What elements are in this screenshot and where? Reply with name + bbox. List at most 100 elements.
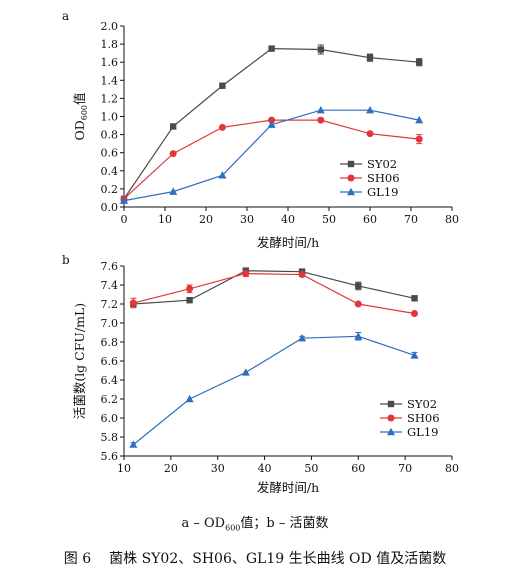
panel-a-y-tick-label: 0.2 (101, 183, 119, 196)
panel-a-x-tick-label: 40 (281, 213, 295, 226)
panel-a-legend-sy02-swatch-marker (347, 160, 355, 168)
panel-b-series-gl19-point (129, 440, 138, 448)
panel-a-letter: a (62, 9, 69, 23)
panel-b-x-tick-label: 10 (117, 462, 131, 475)
panel-b-series-sh06-point (129, 299, 137, 307)
panel-a-x-tick-label: 30 (240, 213, 254, 226)
panel-a-x-tick-label: 10 (158, 213, 172, 226)
panel-a-y-tick-label: 1.2 (101, 92, 119, 105)
panel-b-series-gl19-point (241, 368, 250, 376)
subcaption-a-suffix: 值；b – 活菌数 (240, 516, 329, 531)
panel-a-series-sy02-point (366, 54, 374, 61)
panel-b-series-sy02-point (411, 295, 418, 302)
panel-a-series-gl19-point (415, 115, 424, 124)
panel-b-y-tick-label: 7.0 (101, 317, 119, 330)
panel-b-x-tick-label: 70 (398, 462, 412, 475)
panel-b-letter: b (62, 253, 70, 267)
panel-a-y-tick-label: 0.0 (101, 201, 119, 214)
panel-a-y-tick-label: 1.4 (101, 74, 119, 87)
subcaption-a-subscript: 600 (225, 523, 241, 533)
panel-b-x-tick-label: 80 (445, 462, 459, 475)
panel-b-x-tick-label: 50 (304, 462, 318, 475)
panel-a-series-sh06-point (317, 116, 325, 124)
panel-b-series-sh06-point (354, 300, 362, 308)
panel-b-legend-sh06-swatch-marker (387, 414, 395, 422)
panel-b-series-sy02-point (186, 297, 193, 304)
panel-b-series-gl19-point (354, 332, 363, 340)
panel-a-series-sh06-point (218, 123, 226, 131)
panel-a-series-sy02-point (170, 123, 177, 130)
panel-a-legend-sh06-swatch-marker (347, 174, 355, 182)
panel-b-series-sh06-line (133, 272, 415, 315)
panel-b-series-gl19-point (185, 394, 194, 403)
panel-a-series-sh06-point (366, 130, 374, 138)
panel-b-series-gl19-line (132, 335, 415, 446)
panel-b-chart: b 10 20 30 40 50 60 70 80 5.6 5.8 6.0 6.2 6.4 6.6 6.8 7.… (62, 253, 459, 495)
panel-a-series-sy02-point (268, 45, 275, 52)
panel-b-series-sh06-point (242, 270, 250, 278)
panel-b-series-gl19 (129, 332, 419, 448)
panel-b-x-tick-label: 20 (164, 462, 178, 475)
panel-a-x-tick-label: 60 (363, 213, 377, 226)
panel-a-series-gl19-point (218, 171, 227, 179)
panel-b-y-tick-label: 6.4 (101, 374, 119, 387)
panel-a-x-tick-label: 50 (322, 213, 336, 226)
panel-a-series-gl19-point (120, 196, 128, 204)
panel-a-y-tick-label: 2.0 (101, 20, 119, 33)
panel-b-series-sy02-point (355, 282, 362, 290)
panel-a-series-sh06-point (169, 150, 177, 158)
panel-b-x-axis-title: 发酵时间/h (257, 480, 319, 495)
panel-b-x-tick-label: 30 (211, 462, 225, 475)
panel-b-legend-sy02-swatch-marker (387, 400, 395, 408)
panel-b-legend-sh06-label: SH06 (407, 411, 440, 425)
panel-b-y-tick-label: 5.6 (101, 450, 119, 463)
panel-b-series-sh06-point (186, 285, 194, 293)
panel-a-legend-gl19-label: GL19 (367, 185, 398, 199)
panel-a-series-sh06-point (268, 116, 276, 124)
panel-a-series-gl19-point (316, 105, 325, 114)
panel-b-x-tick-label: 40 (258, 462, 272, 475)
panel-b-legend-gl19-swatch-marker (387, 427, 395, 436)
panel-b-x-tick-label: 60 (351, 462, 365, 475)
panel-b-series-gl19-point (410, 351, 419, 359)
panel-b-y-tick-label: 7.4 (101, 279, 119, 292)
panel-a-chart: a 0 10 20 30 40 50 60 70 80 0.0 0.2 0.4 0.6 0.8 1.0 1.2 1… (62, 9, 459, 250)
panel-a-y-tick-label: 1.8 (101, 38, 119, 51)
panel-a-series-sy02-point (416, 59, 423, 66)
panel-a-y-tick-label: 0.4 (101, 165, 119, 178)
panel-a-x-tick-label: 80 (445, 213, 459, 226)
panel-a-series-gl19-point (366, 105, 374, 114)
subcaption-a-prefix: a – OD (181, 516, 226, 531)
subfigure-caption: a – OD600值；b – 活菌数 (0, 512, 510, 533)
panel-b-legend-sy02-label: SY02 (407, 397, 437, 411)
panel-b-y-axis-title: 活菌数(lg CFU/mL) (72, 303, 87, 419)
panel-a-series-gl19-point (267, 120, 276, 128)
panel-a-y-tick-label: 1.0 (101, 111, 119, 124)
panel-a-y-tick-label: 0.8 (101, 129, 119, 142)
panel-a-y-axis-title: OD600值 (72, 92, 89, 140)
panel-b-series-sh06 (129, 270, 419, 317)
panel-b-y-tick-label: 6.6 (101, 355, 119, 368)
panel-a-series-sh06-point (415, 135, 423, 143)
panel-a-series-sh06 (120, 116, 423, 203)
figure-caption: 图 6 菌株 SY02、SH06、GL19 生长曲线 OD 值及活菌数 (0, 548, 510, 568)
panel-b-y-tick-label: 6.8 (101, 336, 119, 349)
panel-b-series-sh06-point (411, 310, 419, 317)
panel-b-legend-gl19-label: GL19 (407, 425, 438, 439)
panel-b-y-tick-label: 5.8 (101, 431, 119, 444)
panel-b-y-tick-label: 6.0 (101, 412, 119, 425)
panel-b-y-tick-label: 7.6 (101, 260, 119, 273)
panel-a-legend-sy02-label: SY02 (367, 157, 397, 171)
panel-a-y-tick-label: 1.6 (101, 56, 119, 69)
panel-a-legend-sh06-label: SH06 (367, 171, 400, 185)
panel-b-series-sy02-line (133, 270, 415, 305)
panel-a-x-tick-label: 70 (404, 213, 418, 226)
panel-b-series-gl19-point (298, 334, 307, 342)
panel-b-y-tick-label: 6.2 (101, 393, 119, 406)
panel-a-series-gl19 (120, 105, 424, 204)
panel-a-series-gl19-point (169, 187, 178, 195)
panel-b-series-sh06-point (298, 271, 306, 279)
